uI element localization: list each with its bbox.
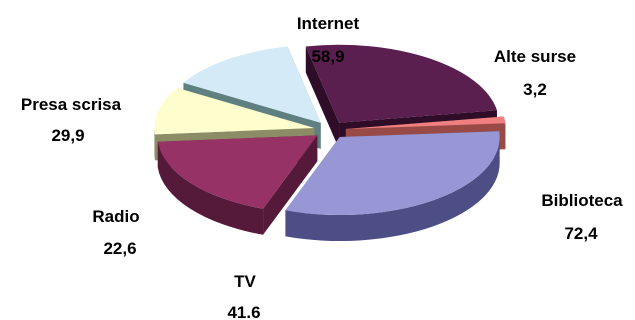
slice-value-radio: 22,6 [103, 239, 136, 258]
pie-wall-radio-0 [154, 128, 155, 161]
pie-slice-internet [305, 44, 497, 123]
slice-value-tv: 41.6 [227, 303, 260, 320]
slice-value-internet: 58,9 [311, 47, 344, 66]
pie-slice-tops [154, 44, 506, 216]
pie-slice-alte-surse [345, 116, 506, 129]
pie-wall-biblioteca-0 [285, 137, 500, 242]
pie-slice-biblioteca [285, 131, 500, 216]
slice-label-internet: Internet [297, 14, 360, 33]
pie-slice-presa-scrisa [183, 46, 321, 123]
slice-label-tv: TV [234, 272, 256, 291]
pie-slice-tv [157, 135, 318, 209]
slice-label-biblioteca: Biblioteca [541, 191, 623, 210]
slice-label-radio: Radio [92, 207, 139, 226]
slice-value-biblioteca: 72,4 [564, 224, 598, 243]
slice-value-alte-surse: 3,2 [523, 80, 547, 99]
slice-value-presa-scrisa: 29,9 [51, 126, 84, 145]
pie-wall-tv-0 [157, 141, 264, 235]
pie-face-internet-0 [305, 46, 340, 149]
slice-label-presa-scrisa: Presa scrisa [21, 95, 122, 114]
slice-label-alte-surse: Alte surse [494, 47, 576, 66]
pie-slice-radio [154, 87, 315, 135]
